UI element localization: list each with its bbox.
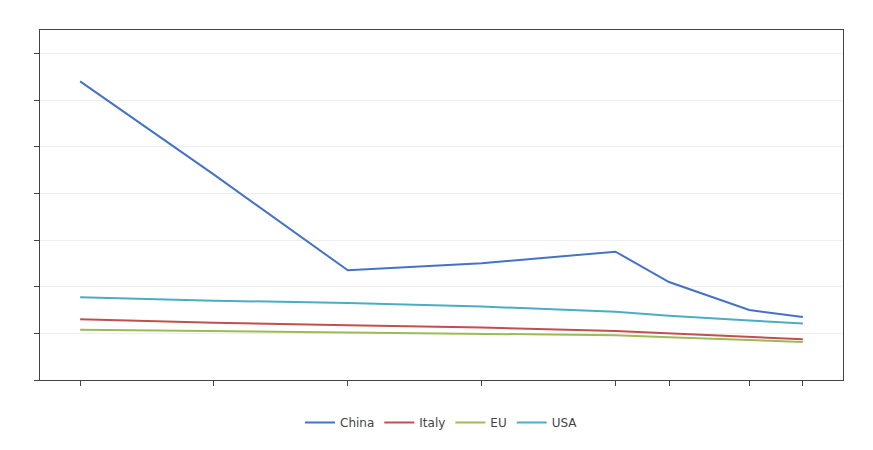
svg-text:China: China [340,416,374,430]
svg-text:Italy: Italy [419,416,445,430]
svg-text:EU: EU [490,416,506,430]
svg-text:USA: USA [552,416,578,430]
